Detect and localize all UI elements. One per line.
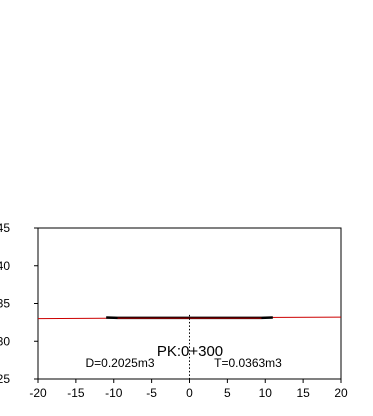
- d-volume-label: D=0.2025m3: [85, 356, 154, 370]
- x-tick-label: -10: [105, 386, 123, 400]
- x-tick-label: 10: [259, 386, 273, 400]
- x-tick-label: 20: [334, 386, 348, 400]
- x-ticks: -20 -15 -10 -5 0 5 10 15 20: [29, 379, 348, 400]
- y-tick-label: 745: [0, 221, 10, 235]
- y-tick-label: 730: [0, 334, 10, 348]
- x-tick-label: -5: [146, 386, 157, 400]
- y-tick-label: 740: [0, 259, 10, 273]
- t-volume-label: T=0.0363m3: [214, 356, 282, 370]
- x-tick-label: -20: [29, 386, 47, 400]
- x-tick-label: 15: [296, 386, 310, 400]
- y-tick-label: 735: [0, 297, 10, 311]
- pk-label: PK:0+300: [157, 343, 223, 360]
- y-ticks: 725 730 735 740 745: [0, 221, 38, 386]
- x-tick-label: -15: [67, 386, 85, 400]
- x-tick-label: 0: [186, 386, 193, 400]
- plot-area: [37, 314, 342, 379]
- y-tick-label: 725: [0, 372, 10, 386]
- x-tick-label: 5: [224, 386, 231, 400]
